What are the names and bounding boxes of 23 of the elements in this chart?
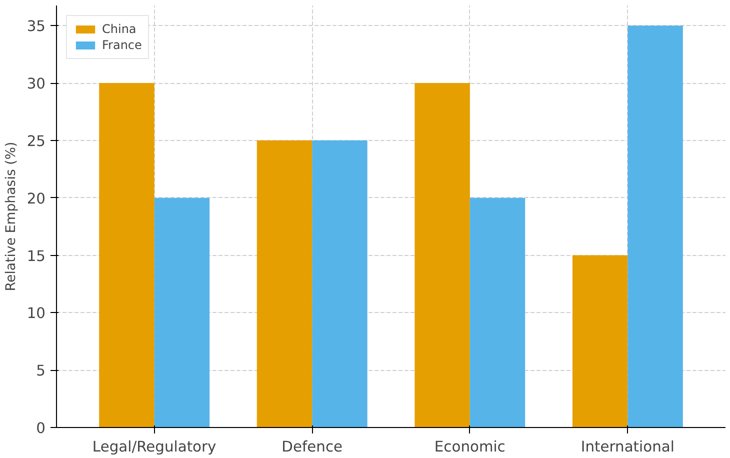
y-tick-label: 5 (36, 362, 46, 380)
y-axis-title: Relative Emphasis (%) (4, 142, 19, 292)
x-tick-label: Defence (282, 438, 343, 456)
legend-label: China (102, 22, 136, 36)
bar (628, 26, 683, 428)
legend-label: France (102, 38, 142, 52)
bar (312, 140, 368, 428)
y-tick-label: 0 (36, 420, 46, 437)
y-tick-label: 30 (26, 76, 46, 93)
bar (256, 140, 312, 428)
y-tick-label: 20 (26, 190, 46, 208)
x-tick-label: Economic (434, 438, 506, 456)
bar (99, 83, 154, 428)
y-tick-label: 10 (26, 305, 46, 322)
x-tick-label: International (580, 438, 674, 456)
y-tick-label: 15 (26, 248, 46, 265)
bar (414, 83, 470, 428)
y-tick-label: 25 (26, 132, 46, 150)
x-tick-label: Legal/Regulatory (92, 438, 217, 456)
bar (470, 198, 526, 428)
y-tick-label: 35 (26, 18, 46, 36)
bar (572, 255, 628, 428)
bar (154, 198, 210, 428)
